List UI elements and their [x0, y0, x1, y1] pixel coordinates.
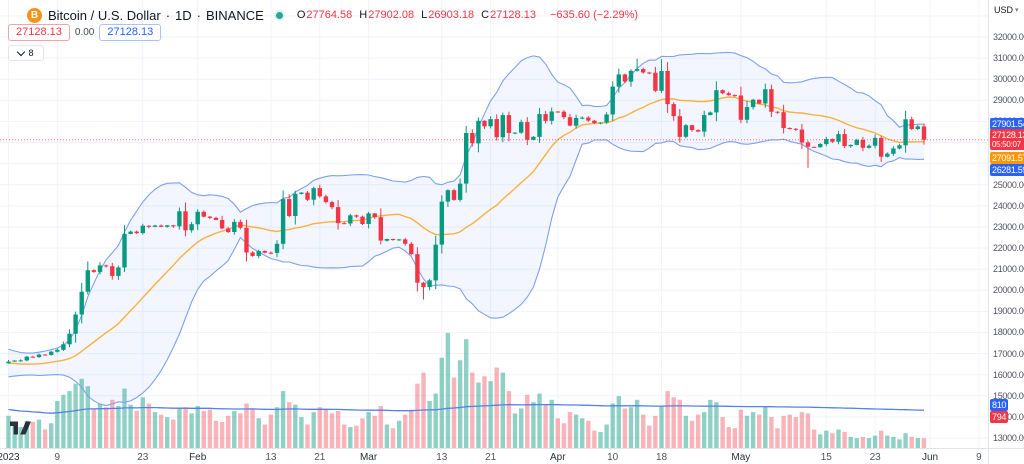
upper-band-badge: 27901.54: [990, 117, 1024, 130]
time-tick-label: 23: [869, 452, 881, 463]
spread-value: 0.00: [74, 27, 95, 38]
time-tick-label: Mar: [359, 452, 378, 463]
chevron-down-icon: ▾: [1015, 7, 1019, 14]
currency-selector[interactable]: USD ▾: [994, 5, 1019, 15]
market-status-dot: [275, 11, 283, 19]
low-label: L: [421, 9, 428, 21]
buy-price-button[interactable]: 27128.13: [99, 24, 162, 41]
volume-ma-line: [8, 403, 925, 414]
bollinger-fill: [8, 52, 924, 406]
price-tick-label: 17000.00: [993, 348, 1024, 359]
volume-bars: [6, 333, 927, 448]
legend-separator: ·: [196, 7, 202, 23]
price-tick-label: 16000.00: [993, 369, 1024, 380]
sell-price-button[interactable]: 27128.13: [8, 24, 70, 41]
price-tick-label: 22000.00: [993, 243, 1024, 254]
time-tick-label: 10: [607, 452, 619, 463]
price-tick-label: 14000.00: [993, 411, 1024, 422]
time-tick-label: 13: [436, 452, 448, 463]
bitcoin-logo-icon: B: [27, 7, 42, 23]
symbol-title[interactable]: Bitcoin / U.S. Dollar: [48, 7, 161, 23]
close-value: 27128.13: [490, 9, 536, 21]
time-axis[interactable]: 2023 9 23 Feb 13 21 Mar 13 21 Apr 10 18 May 15 23 Jun 9: [0, 448, 988, 464]
high-value: 27902.08: [368, 9, 415, 21]
price-tick-label: 23000.00: [993, 221, 1024, 232]
time-tick-label: 13: [265, 452, 277, 463]
price-tick-label: 21000.00: [993, 264, 1024, 275]
time-tick-label: 15: [820, 452, 832, 463]
time-tick-label: Feb: [189, 452, 207, 463]
chevron-down-icon: [17, 47, 26, 57]
interval-label[interactable]: 1D: [175, 7, 192, 23]
basis-badge: 27091.57: [990, 151, 1024, 164]
time-tick-label: May: [731, 452, 751, 463]
price-tick-label: 20000.00: [993, 285, 1024, 296]
price-axis[interactable]: USD ▾ 32000.0031000.0030000.0029000.0028…: [988, 0, 1024, 464]
time-tick-label: Jun: [921, 452, 939, 463]
time-tick-label: 9: [976, 452, 982, 463]
ohlc-values: O27764.58 H27902.08 L26903.18 C27128.13 …: [297, 9, 638, 21]
chart-canvas[interactable]: [0, 0, 988, 448]
object-count: 8: [28, 48, 34, 58]
time-tick-label: 2023: [0, 452, 20, 463]
trade-panel: 27128.13 0.00 27128.13: [8, 24, 162, 41]
time-tick-label: Apr: [549, 452, 566, 463]
object-tree-collapse-button[interactable]: 8: [8, 45, 44, 61]
low-value: 26903.18: [428, 9, 475, 21]
gridlines: [0, 0, 988, 448]
change-value: −635.60 (−2.29%): [549, 9, 639, 21]
symbol-legend: B Bitcoin / U.S. Dollar · 1D · BINANCE O…: [27, 6, 638, 24]
currency-label: USD: [994, 5, 1014, 15]
time-tick-label: 9: [54, 452, 61, 463]
open-value: 27764.58: [306, 9, 353, 21]
price-tick-label: 13000.00: [993, 432, 1024, 443]
volume-ma-badge: 810: [990, 399, 1009, 412]
lower-band-badge: 26281.59: [990, 164, 1024, 177]
price-tick-label: 30000.00: [993, 74, 1024, 85]
time-tick-label: 23: [137, 452, 149, 463]
close-label: C: [481, 9, 490, 21]
candles: [6, 58, 927, 364]
price-tick-label: 19000.00: [993, 306, 1024, 317]
price-tick-label: 15000.00: [993, 390, 1024, 401]
time-tick-label: 18: [655, 452, 668, 463]
last-price-badge: 27128.13 05:50:07: [990, 128, 1024, 150]
time-tick-label: 21: [485, 452, 497, 463]
tradingview-logo[interactable]: [10, 421, 34, 435]
exchange-label[interactable]: BINANCE: [206, 7, 264, 23]
open-label: O: [296, 9, 306, 21]
volume-badge: 794: [990, 410, 1009, 423]
price-tick-label: 25000.00: [993, 179, 1024, 190]
price-tick-label: 29000.00: [993, 95, 1024, 106]
price-tick-label: 24000.00: [993, 200, 1024, 211]
legend-separator: ·: [165, 7, 171, 23]
time-tick-label: 21: [314, 452, 326, 463]
price-tick-label: 31000.00: [993, 53, 1024, 64]
price-tick-label: 18000.00: [993, 327, 1024, 338]
high-label: H: [359, 9, 368, 21]
price-tick-label: 32000.00: [993, 32, 1024, 43]
